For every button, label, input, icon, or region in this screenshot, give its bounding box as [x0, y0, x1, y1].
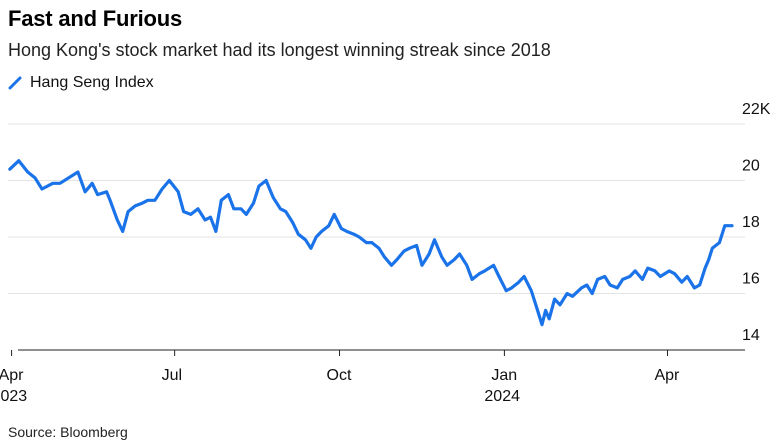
legend: Hang Seng Index	[8, 74, 154, 92]
y-tick-label: 16	[742, 271, 760, 288]
x-tick-label: Apr	[654, 367, 680, 384]
x-tick-year-label: 2023	[0, 388, 27, 405]
source-note: Source: Bloomberg	[8, 424, 128, 440]
legend-swatch-icon	[8, 76, 22, 90]
x-tick-label: Jul	[162, 367, 182, 384]
series-line-hang-seng-index	[8, 159, 734, 327]
x-tick-label: Apr	[0, 367, 24, 384]
x-tick-label: Oct	[327, 367, 352, 384]
legend-label: Hang Seng Index	[30, 74, 154, 91]
chart-title: Fast and Furious	[8, 6, 183, 31]
x-tick-year-label: 2024	[484, 388, 520, 405]
y-tick-label: 18	[742, 214, 760, 231]
chart-subtitle: Hong Kong's stock market had its longest…	[8, 40, 551, 60]
y-tick-label: 20	[742, 158, 760, 175]
y-tick-label: 14	[742, 327, 760, 344]
y-tick-label: 22K	[742, 101, 771, 118]
x-tick-label: Jan	[491, 367, 517, 384]
